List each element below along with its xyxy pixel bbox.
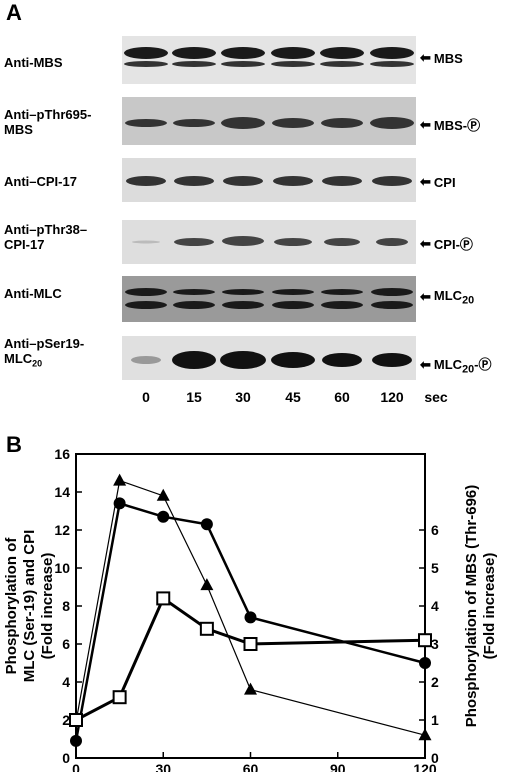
data-point-circle [244, 611, 257, 624]
y-left-tick-label: 10 [54, 560, 70, 576]
lane-label: 45 [285, 389, 301, 405]
y-right-tick-label: 3 [431, 636, 439, 652]
band-text: MLC20-Ⓟ [433, 357, 492, 376]
data-point-triangle [200, 578, 214, 591]
band-label-mlc20: ⬅ MLC20 [420, 288, 474, 307]
band-label-mbs-p: ⬅ MBS-Ⓟ [420, 115, 480, 134]
arrow-left-icon: ⬅ [420, 289, 431, 305]
blot-strip-cpi17 [122, 158, 416, 202]
y-left-tick-label: 14 [54, 484, 70, 500]
band-text: CPI [433, 174, 456, 190]
y-right-tick-label: 6 [431, 522, 439, 538]
y-right-tick-label: 2 [431, 674, 439, 690]
blot-strip-pthr38-cpi17 [122, 220, 416, 264]
data-point-square [199, 621, 214, 636]
panel-a-letter: A [6, 0, 22, 25]
series-line-square-open [75, 596, 426, 722]
blot-strip-mlc [122, 276, 416, 322]
x-tick-label: 120 [413, 761, 437, 772]
blot-label-pthr38-cpi17: Anti–pThr38– CPI-17 [4, 222, 88, 252]
data-point-circle [70, 734, 82, 747]
band-text: MBS [433, 50, 463, 66]
blot-label-mbs: Anti-MBS [4, 55, 63, 70]
y-left-tick-label: 12 [54, 522, 70, 538]
y-right-tick-label: 1 [431, 712, 439, 728]
x-tick-label: 30 [155, 761, 171, 772]
series-line-circle-filled [74, 501, 426, 742]
data-point-circle [200, 518, 213, 531]
data-point-square [112, 690, 127, 705]
blot-label-pser19-mlc20: Anti–pSer19- MLC20 [4, 336, 85, 369]
blot-label-cpi17: Anti–CPI-17 [4, 174, 77, 189]
data-point-triangle [156, 488, 170, 501]
arrow-left-icon: ⬅ [420, 50, 431, 65]
x-tick-label: 0 [72, 761, 80, 772]
band-label-mbs: ⬅ MBS [420, 50, 463, 66]
x-tick-label: 90 [330, 761, 346, 772]
arrow-left-icon: ⬅ [420, 356, 431, 372]
band-text: MLC20 [433, 288, 475, 307]
y-right-tick-label: 5 [431, 560, 439, 576]
blot-strip-pser19-mlc20 [122, 336, 416, 380]
data-point-circle [157, 510, 170, 523]
band-label-cpi-p: ⬅ CPI-Ⓟ [420, 234, 473, 253]
data-point-triangle [244, 682, 257, 695]
lane-label: 15 [186, 389, 202, 405]
band-text: MBS-Ⓟ [433, 118, 481, 133]
y-left-axis-label: Phosphorylation ofMLC (Ser-19) and CPI(F… [3, 530, 56, 683]
plot-frame [75, 453, 426, 759]
panel-b-letter: B [6, 432, 22, 457]
arrow-left-icon: ⬅ [420, 116, 431, 132]
lane-label: 30 [235, 389, 251, 405]
y-left-tick-label: 8 [62, 598, 70, 614]
lane-label: 0 [142, 389, 150, 405]
y-right-axis-label: Phosphorylation of MBS (Thr-696)(Fold in… [463, 485, 498, 728]
y-right-tick-label: 0 [431, 750, 439, 766]
phosphorylation-time-course-chart: 030609012002468101214160123456Time (sec)… [3, 446, 498, 772]
band-label-cpi: ⬅ CPI [420, 174, 456, 190]
y-left-tick-label: 16 [54, 446, 70, 462]
data-point-triangle [113, 473, 127, 486]
blot-strip-pthr695-mbs [122, 97, 416, 145]
lane-label: 120 [380, 389, 404, 405]
data-point-circle [113, 497, 126, 510]
band-text: CPI-Ⓟ [433, 237, 473, 252]
data-point-square [69, 713, 83, 727]
band-label-mlc20-p: ⬅ MLC20-Ⓟ [420, 354, 491, 376]
y-left-tick-label: 0 [62, 750, 70, 766]
series-line-triangle-filled [75, 479, 426, 736]
blot-label-pthr695-mbs: Anti–pThr695- MBS [4, 107, 92, 137]
data-point-circle [419, 657, 431, 669]
lane-label: 60 [334, 389, 350, 405]
y-left-tick-label: 6 [62, 636, 70, 652]
y-left-tick-label: 2 [62, 712, 70, 728]
data-point-square [418, 633, 432, 648]
y-left-tick-label: 4 [62, 674, 70, 690]
arrow-left-icon: ⬅ [420, 235, 431, 251]
blot-label-mlc: Anti-MLC [4, 286, 62, 301]
time-unit-label: sec [424, 389, 448, 405]
data-point-square [156, 591, 171, 606]
x-tick-label: 60 [243, 761, 259, 772]
data-point-triangle [418, 728, 432, 741]
blot-strip-mbs [122, 36, 416, 84]
arrow-left-icon: ⬅ [420, 174, 431, 189]
y-right-tick-label: 4 [431, 598, 439, 614]
data-point-square [243, 637, 258, 651]
